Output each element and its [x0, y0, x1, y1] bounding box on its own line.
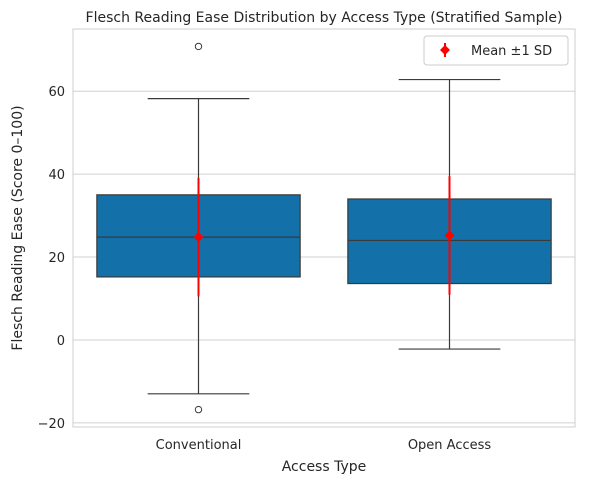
mean-marker-conventional — [193, 177, 204, 297]
legend: Mean ±1 SD — [423, 35, 569, 66]
legend-diamond-marker — [440, 45, 450, 55]
y-tick-label: 20 — [48, 251, 65, 266]
outlier-point — [194, 42, 203, 51]
plot-frame — [72, 28, 576, 428]
mean-point — [444, 230, 455, 241]
legend-frame — [423, 35, 569, 66]
x-axis-ticks: Conventional Open Access — [156, 438, 492, 453]
outlier-point — [194, 405, 203, 414]
legend-label: Mean ±1 SD — [471, 44, 552, 59]
x-tick-label: Conventional — [156, 438, 242, 453]
y-tick-label: −20 — [38, 417, 65, 432]
y-tick-label: 0 — [57, 334, 65, 349]
y-axis-label: Flesch Reading Ease (Score 0–100) — [10, 105, 26, 350]
mean-point — [193, 232, 204, 243]
chart-title: Flesch Reading Ease Distribution by Acce… — [86, 10, 563, 26]
mean-sd-series — [193, 176, 455, 297]
y-tick-label: 40 — [48, 168, 65, 183]
y-axis-ticks: −20 0 20 40 60 — [38, 85, 65, 432]
x-tick-label: Open Access — [408, 438, 492, 453]
y-tick-label: 60 — [48, 85, 65, 100]
x-axis-label: Access Type — [282, 459, 367, 475]
mean-marker-open-access — [444, 176, 455, 295]
